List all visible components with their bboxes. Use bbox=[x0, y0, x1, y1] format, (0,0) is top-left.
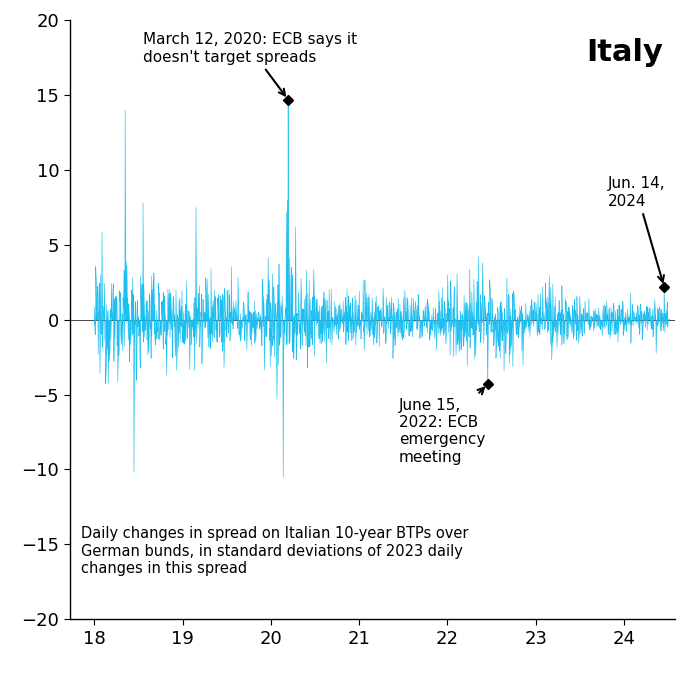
Text: June 15,
2022: ECB
emergency
meeting: June 15, 2022: ECB emergency meeting bbox=[399, 388, 485, 465]
Text: Daily changes in spread on Italian 10-year BTPs over
German bunds, in standard d: Daily changes in spread on Italian 10-ye… bbox=[81, 526, 468, 576]
Text: Italy: Italy bbox=[586, 38, 663, 67]
Text: Jun. 14,
2024: Jun. 14, 2024 bbox=[608, 176, 665, 282]
Text: March 12, 2020: ECB says it
doesn't target spreads: March 12, 2020: ECB says it doesn't targ… bbox=[143, 32, 357, 96]
